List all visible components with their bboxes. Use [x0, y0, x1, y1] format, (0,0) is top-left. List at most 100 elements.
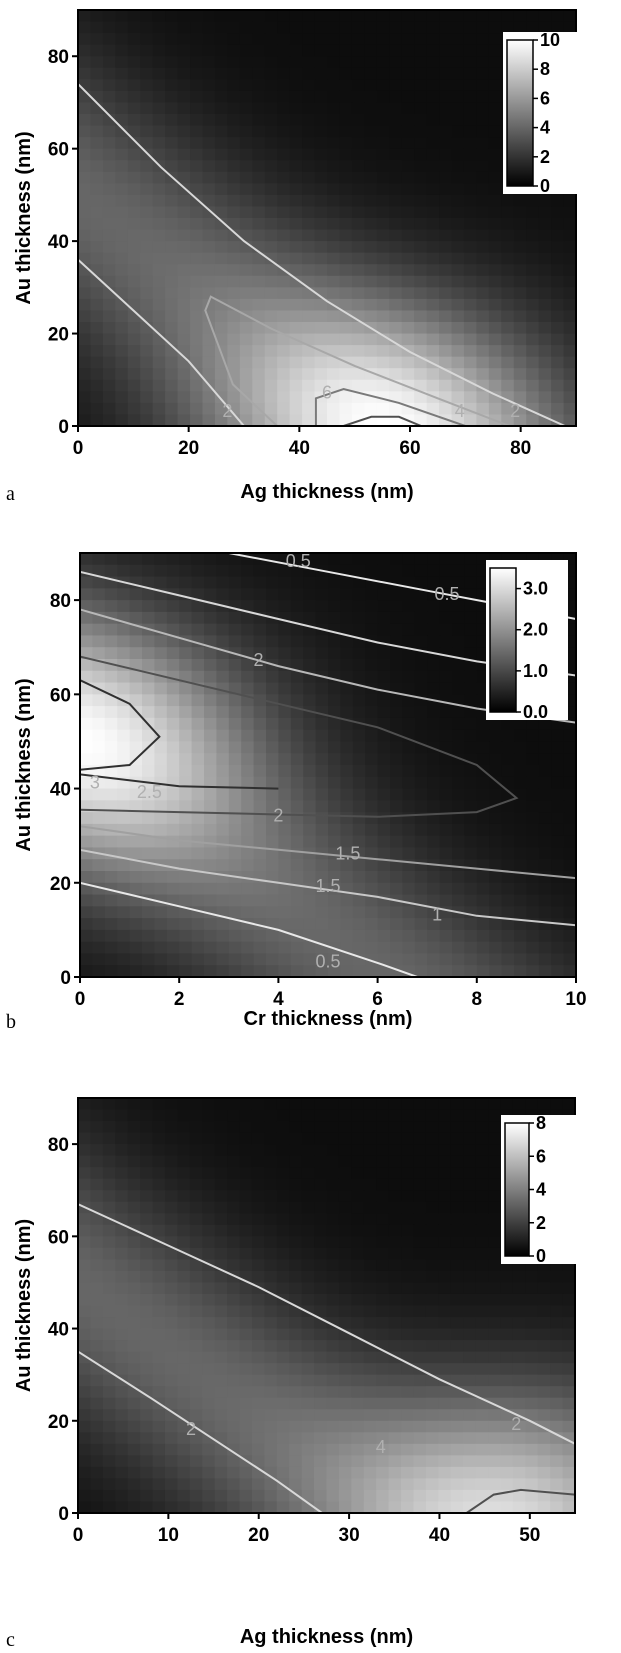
heatmap-cell [351, 1374, 365, 1387]
heatmap-cell [414, 918, 428, 931]
heatmap-cell [228, 788, 242, 801]
heatmap-cell [563, 379, 576, 392]
heatmap-cell [450, 1190, 464, 1203]
heatmap-cell [365, 918, 379, 931]
heatmap-cell [551, 847, 565, 860]
heatmap-cell [340, 729, 354, 743]
heatmap-cell [489, 894, 503, 907]
heatmap-cell [376, 241, 390, 254]
heatmap-cell [512, 1455, 526, 1468]
heatmap-cell [302, 33, 316, 46]
heatmap-cell [351, 298, 365, 312]
heatmap-cell [166, 788, 180, 801]
contour-line-2 [78, 83, 566, 426]
heatmap-cell [202, 194, 216, 208]
heatmap-cell [90, 1109, 104, 1122]
y-axis-title: Au thickness (nm) [13, 131, 35, 304]
heatmap-cell [526, 206, 540, 219]
heatmap-cell [204, 729, 217, 743]
heatmap-cell [351, 125, 365, 138]
heatmap-cell [278, 682, 292, 695]
heatmap-cell [438, 1420, 452, 1433]
heatmap-cell [127, 1374, 141, 1387]
heatmap-cell [390, 717, 403, 731]
heatmap-cell [351, 1098, 365, 1111]
heatmap-cell [439, 79, 453, 92]
heatmap-cell [228, 894, 242, 907]
heatmap-cell [390, 659, 403, 672]
heatmap-cell [401, 137, 415, 150]
heatmap-cell [80, 588, 93, 601]
heatmap-cell [227, 1155, 241, 1168]
heatmap-cell [451, 194, 465, 208]
heatmap-cell [351, 1489, 365, 1503]
heatmap-cell [439, 894, 453, 907]
heatmap-cell [326, 1167, 340, 1180]
y-tick-label: 80 [48, 1135, 69, 1156]
heatmap-cell [127, 67, 141, 80]
heatmap-cell [351, 345, 365, 358]
heatmap-cell [154, 694, 168, 707]
heatmap-cell [551, 10, 565, 23]
heatmap-cell [166, 600, 180, 613]
heatmap-cell [90, 1167, 104, 1180]
heatmap-cell [191, 753, 205, 766]
heatmap-cell [290, 894, 304, 907]
heatmap-cell [202, 1478, 216, 1491]
heatmap-cell [563, 753, 576, 766]
heatmap-cell [214, 90, 228, 104]
heatmap-cell [78, 1443, 92, 1456]
heatmap-cell [314, 10, 328, 23]
heatmap-cell [364, 183, 378, 196]
heatmap-cell [102, 10, 116, 23]
heatmap-cell [328, 694, 341, 707]
heatmap-cell [115, 1247, 129, 1260]
heatmap-cell [538, 788, 552, 801]
heatmap-cell [251, 1270, 265, 1284]
heatmap-cell [463, 1098, 477, 1111]
heatmap-cell [512, 1098, 526, 1111]
heatmap-cell [129, 859, 143, 872]
heatmap-cell [253, 894, 267, 907]
heatmap-cell [413, 1478, 427, 1491]
heatmap-cell [140, 1213, 154, 1226]
heatmap-cell [289, 1109, 303, 1122]
heatmap-cell [252, 275, 266, 288]
heatmap-cell [228, 812, 242, 825]
heatmap-cell [289, 44, 303, 57]
heatmap-cell [401, 1466, 415, 1480]
heatmap-cell [514, 882, 527, 896]
heatmap-cell [476, 33, 490, 46]
heatmap-cell [563, 414, 576, 426]
heatmap-cell [526, 906, 540, 919]
heatmap-cell [216, 941, 230, 955]
heatmap-cell [102, 1109, 116, 1122]
heatmap-cell [90, 333, 104, 346]
heatmap-cell [177, 1236, 191, 1249]
heatmap-cell [314, 1178, 328, 1191]
heatmap-cell [164, 1282, 178, 1295]
heatmap-cell [390, 553, 403, 566]
heatmap-cell [115, 1317, 129, 1330]
heatmap-cell [202, 1213, 216, 1226]
heatmap-cell [351, 1155, 365, 1168]
heatmap-cell [538, 322, 552, 335]
heatmap-cell [104, 588, 118, 601]
heatmap-cell [276, 1282, 290, 1295]
heatmap-cell [239, 1386, 253, 1399]
heatmap-cell [90, 356, 104, 369]
heatmap-cell [365, 753, 379, 766]
heatmap-cell [427, 847, 441, 860]
heatmap-cell [351, 1167, 365, 1180]
heatmap-cell [463, 391, 477, 404]
heatmap-cell [92, 717, 106, 731]
heatmap-cell [426, 402, 440, 416]
heatmap-cell [363, 1374, 377, 1387]
heatmap-cell [389, 333, 403, 346]
heatmap-cell [488, 1178, 502, 1191]
heatmap-cell [177, 252, 191, 265]
heatmap-cell [117, 871, 131, 884]
colorbar-tick-label: 1.0 [523, 661, 548, 681]
heatmap-cell [327, 229, 341, 242]
heatmap-cell [550, 1351, 564, 1364]
